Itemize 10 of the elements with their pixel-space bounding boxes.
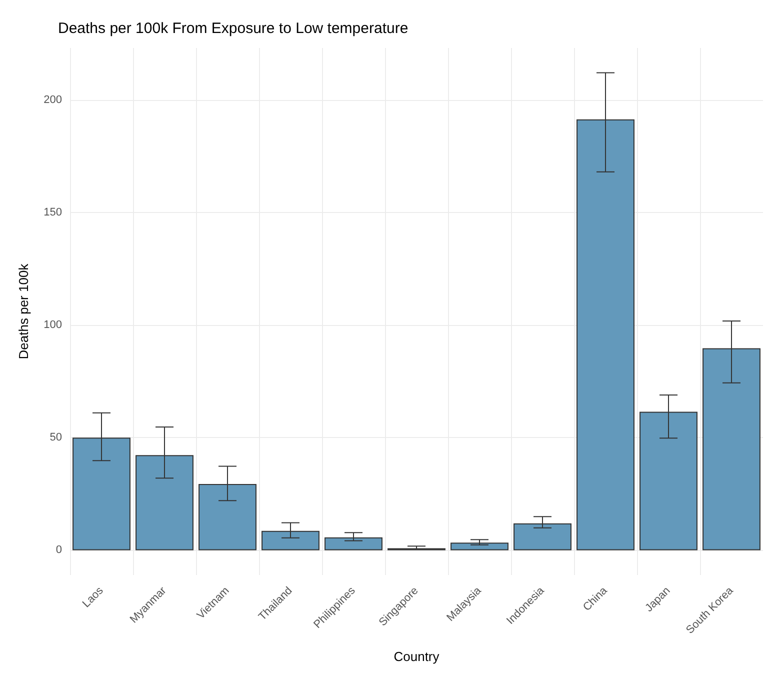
y-tick-label: 100 [44, 319, 62, 332]
y-tick-label: 0 [56, 544, 62, 556]
y-tick-label: 150 [44, 206, 62, 218]
bar [450, 542, 508, 550]
x-axis-title: Country [394, 649, 440, 664]
y-tick-label: 200 [44, 94, 62, 106]
bar [324, 537, 382, 550]
y-axis-title: Deaths per 100k [16, 263, 31, 360]
y-tick-label: 50 [50, 432, 62, 444]
chart-title: Deaths per 100k From Exposure to Low temperature [58, 20, 408, 37]
